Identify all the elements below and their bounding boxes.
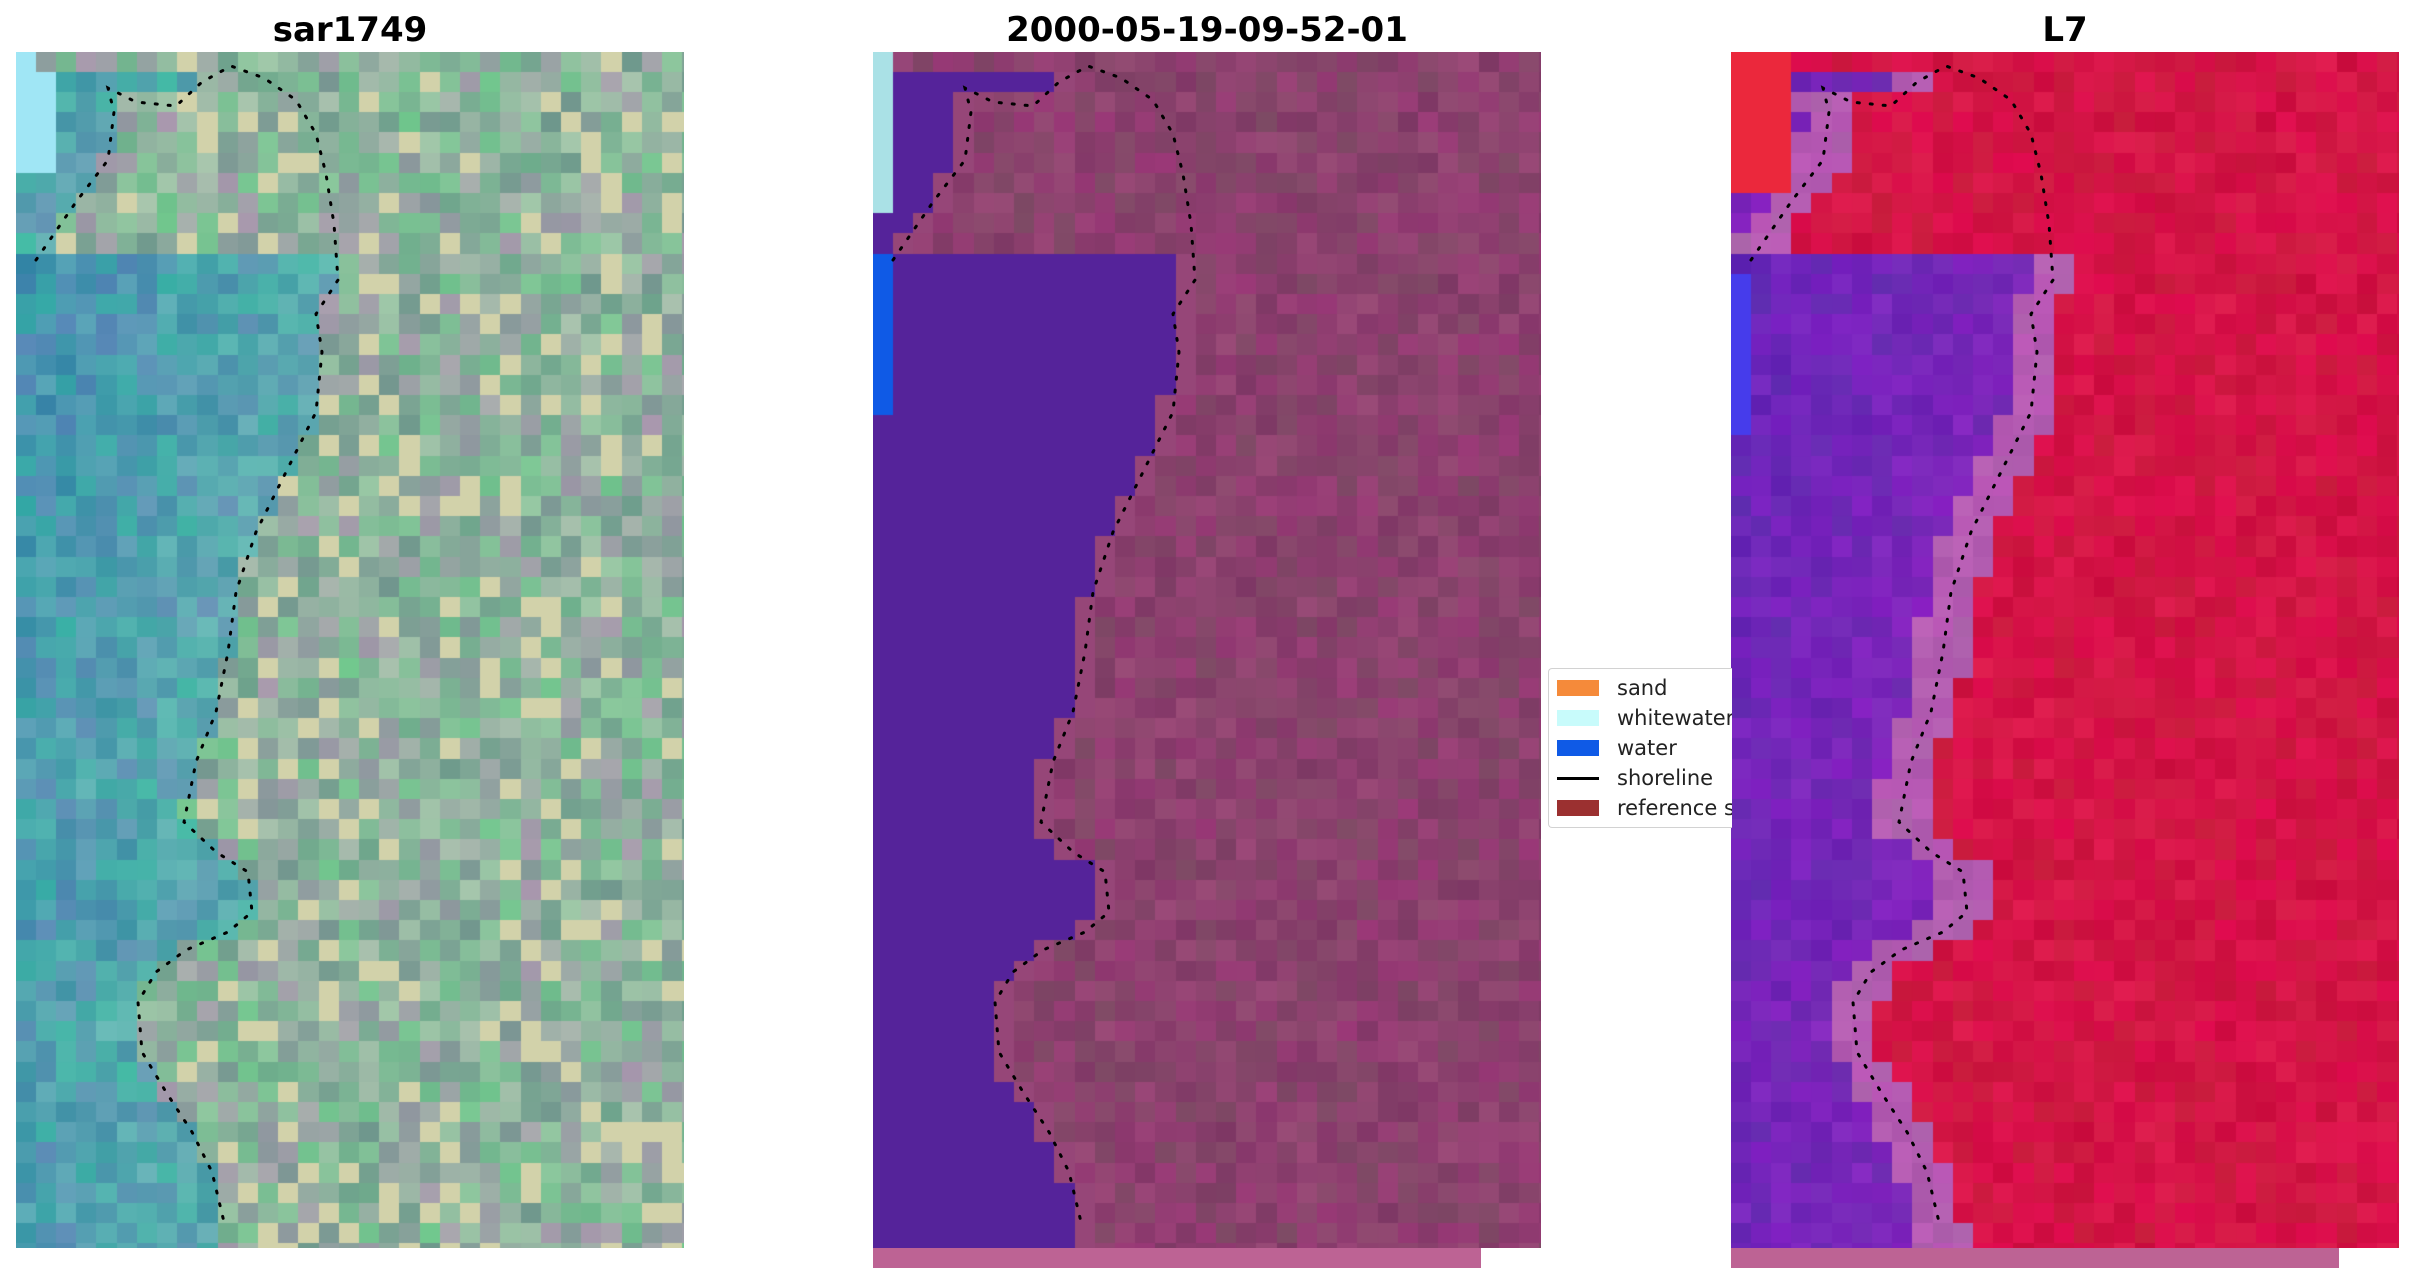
whitewater-swatch xyxy=(1557,710,1599,726)
classified-image xyxy=(873,52,1541,1248)
legend-label: water xyxy=(1617,736,1677,760)
legend: sand whitewater water shoreline referenc… xyxy=(1548,668,1732,828)
shoreline-overlay xyxy=(1749,64,2055,1224)
reference-buffer-strip xyxy=(1731,1248,2339,1268)
index-image-panel xyxy=(1731,52,2399,1248)
shoreline-overlay xyxy=(891,64,1197,1224)
rgb-image-panel xyxy=(16,52,684,1248)
shoreline-line-swatch xyxy=(1557,777,1599,780)
legend-item-sand: sand xyxy=(1549,673,1732,703)
reference-buffer-strip xyxy=(873,1248,1481,1268)
panel-title-classified: 2000-05-19-09-52-01 xyxy=(1006,10,1408,50)
shoreline-line xyxy=(891,64,1197,1224)
legend-label: reference shoreline buffer xyxy=(1617,796,1732,820)
reference-buffer-swatch xyxy=(1557,800,1599,816)
legend-item-whitewater: whitewater xyxy=(1549,703,1732,733)
water-swatch xyxy=(1557,740,1599,756)
sand-swatch xyxy=(1557,680,1599,696)
index-image xyxy=(1731,52,2399,1248)
legend-label: whitewater xyxy=(1617,706,1732,730)
classified-image-panel xyxy=(873,52,1541,1248)
legend-item-shoreline: shoreline xyxy=(1549,763,1732,793)
legend-label: sand xyxy=(1617,676,1668,700)
shoreline-line xyxy=(1749,64,2055,1224)
shoreline-overlay xyxy=(34,64,340,1224)
legend-label: shoreline xyxy=(1617,766,1714,790)
rgb-image xyxy=(16,52,684,1248)
legend-item-reference-buffer: reference shoreline buffer xyxy=(1549,793,1732,823)
panel-title-index: L7 xyxy=(2042,10,2088,50)
legend-item-water: water xyxy=(1549,733,1732,763)
shoreline-line xyxy=(34,64,340,1224)
panel-title-rgb: sar1749 xyxy=(272,10,428,50)
